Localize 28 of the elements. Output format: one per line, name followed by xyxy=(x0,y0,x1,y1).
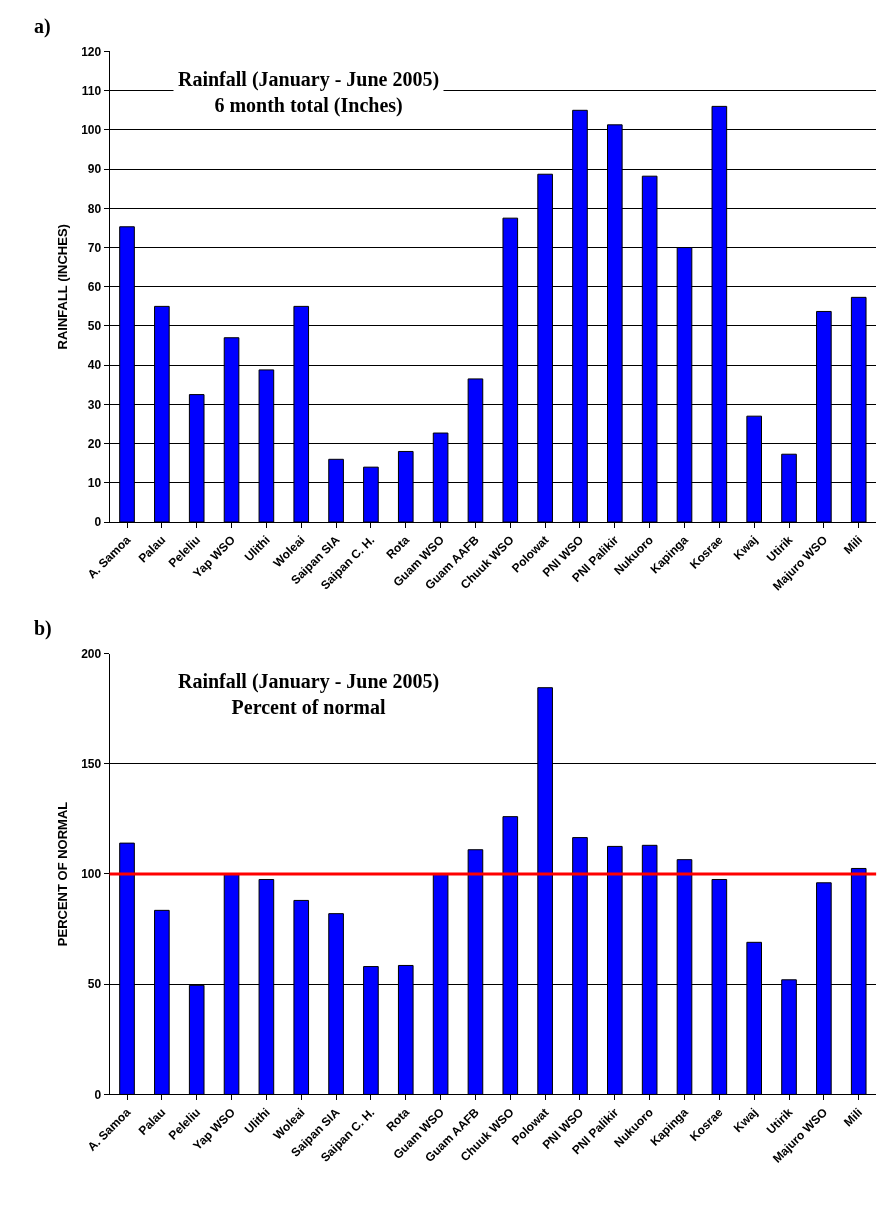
text: Rainfall (January - June 2005) xyxy=(178,68,440,91)
y-tick-label: 100 xyxy=(81,867,102,882)
y-axis-title: PERCENT OF NORMAL xyxy=(55,801,71,947)
y-tick-label: 30 xyxy=(87,397,102,412)
x-tick-label: Mili xyxy=(841,1105,866,1130)
y-tick-label: 100 xyxy=(81,123,102,138)
y-tick-label: 50 xyxy=(87,977,102,992)
y-tick-label: 50 xyxy=(87,319,102,334)
text: a) xyxy=(34,15,51,38)
text: Percent of normal xyxy=(231,696,387,718)
y-tick-label: 20 xyxy=(87,436,102,451)
text: b) xyxy=(34,617,52,640)
y-tick-label: 60 xyxy=(87,279,102,294)
text: 6 month total (Inches) xyxy=(214,94,403,117)
y-tick-label: 90 xyxy=(87,162,102,177)
y-tick-label: 120 xyxy=(81,44,102,59)
text: Rainfall (January - June 2005) xyxy=(178,670,440,693)
y-tick-label: 0 xyxy=(94,515,102,530)
y-tick-label: 0 xyxy=(94,1087,102,1102)
y-tick-label: 40 xyxy=(87,358,102,373)
y-axis-title: RAINFALL (INCHES) xyxy=(55,224,71,350)
y-tick-label: 150 xyxy=(81,756,102,771)
x-tick-label: Mili xyxy=(841,532,866,557)
y-tick-label: 200 xyxy=(81,646,102,661)
y-tick-label: 80 xyxy=(87,201,102,216)
y-tick-label: 110 xyxy=(81,83,102,98)
y-tick-label: 70 xyxy=(87,240,102,255)
y-tick-label: 10 xyxy=(87,476,102,491)
